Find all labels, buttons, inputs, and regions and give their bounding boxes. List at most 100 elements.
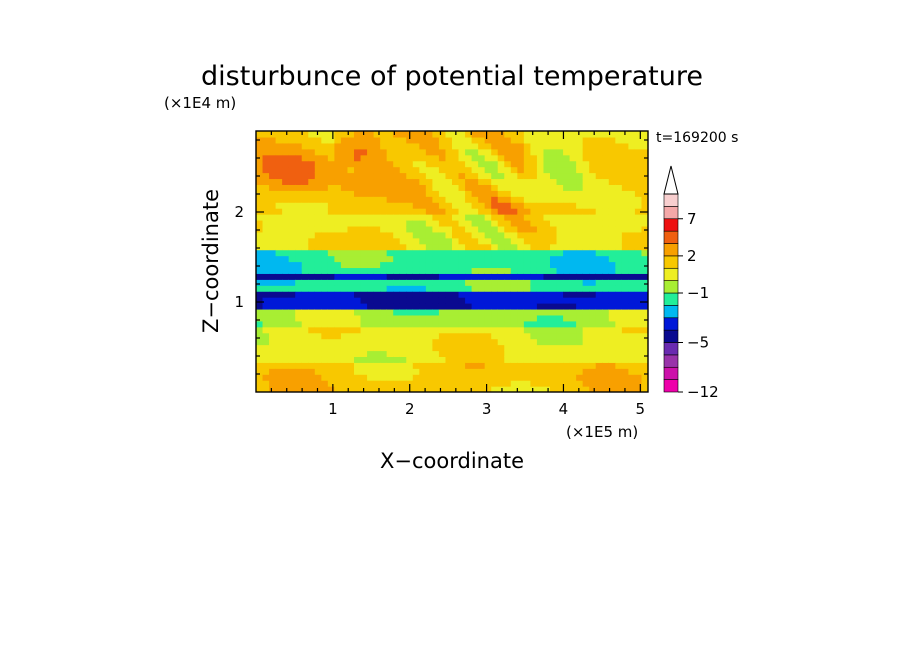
heatmap-cell — [634, 154, 643, 162]
heatmap-cell — [595, 332, 603, 340]
heatmap-cell — [282, 219, 290, 227]
heatmap-cell — [504, 368, 512, 375]
heatmap-cell — [530, 214, 538, 221]
heatmap-cell — [288, 154, 296, 162]
heatmap-cell — [380, 255, 388, 263]
heatmap-cell — [282, 344, 290, 352]
heatmap-cell — [497, 291, 505, 298]
heatmap-cell — [602, 350, 610, 358]
heatmap-cell — [517, 178, 525, 185]
heatmap-cell — [275, 332, 283, 340]
heatmap-cell — [301, 344, 309, 352]
heatmap-cell — [386, 154, 394, 162]
heatmap-cell — [367, 303, 375, 310]
heatmap-cell — [452, 314, 460, 322]
heatmap-cell — [530, 202, 538, 209]
heatmap-cell — [321, 214, 329, 221]
heatmap-cell — [491, 154, 499, 162]
heatmap-cell — [563, 267, 571, 274]
heatmap-cell — [275, 142, 283, 150]
heatmap-cell — [530, 344, 538, 352]
heatmap-cell — [621, 184, 629, 191]
heatmap-cell — [393, 332, 401, 340]
heatmap-cell — [504, 208, 512, 215]
heatmap-cell — [602, 368, 610, 375]
heatmap-cell — [556, 172, 564, 180]
heatmap-cell — [550, 332, 558, 340]
heatmap-cell — [340, 338, 349, 346]
heatmap-cell — [327, 374, 335, 381]
heatmap-cell — [412, 237, 420, 245]
heatmap-cell — [621, 255, 629, 263]
heatmap-cell — [602, 344, 610, 352]
heatmap-cell — [510, 255, 518, 263]
heatmap-cell — [360, 279, 368, 286]
heatmap-cell — [504, 338, 512, 346]
heatmap-cell — [399, 160, 407, 168]
heatmap-cell — [308, 374, 316, 381]
heatmap-cell — [380, 166, 388, 174]
heatmap-cell — [347, 255, 355, 263]
heatmap-cell — [275, 291, 283, 298]
heatmap-cell — [308, 202, 316, 209]
heatmap-cell — [354, 136, 362, 144]
heatmap-cell — [262, 386, 270, 392]
heatmap-cell — [530, 380, 538, 387]
heatmap-cell — [543, 136, 551, 144]
heatmap-cell — [523, 160, 531, 168]
heatmap-cell — [295, 314, 303, 322]
heatmap-cell — [504, 285, 512, 292]
heatmap-cell — [510, 273, 518, 280]
heatmap-cell — [360, 285, 368, 292]
heatmap-cell — [563, 184, 571, 191]
heatmap-cell — [262, 332, 270, 340]
heatmap-cell — [523, 374, 531, 381]
heatmap-cell — [602, 380, 610, 387]
heatmap-cell — [589, 303, 597, 310]
heatmap-cell — [595, 160, 603, 168]
heatmap-cell — [282, 154, 290, 162]
heatmap-cell — [432, 267, 440, 274]
heatmap-cell — [550, 231, 558, 239]
heatmap-cell — [373, 255, 381, 263]
heatmap-cell — [602, 362, 610, 369]
heatmap-cell — [373, 344, 381, 352]
heatmap-cell — [517, 356, 525, 363]
heatmap-cell — [367, 273, 375, 280]
heatmap-cell — [621, 160, 629, 168]
heatmap-cell — [595, 308, 603, 316]
heatmap-cell — [406, 368, 414, 375]
heatmap-cell — [634, 291, 643, 298]
heatmap-cell — [543, 154, 551, 162]
heatmap-cell — [621, 273, 629, 280]
heatmap-cell — [582, 356, 590, 363]
heatmap-cell — [452, 368, 460, 375]
heatmap-cell — [282, 202, 290, 209]
heatmap-cell — [569, 326, 577, 334]
heatmap-cell — [471, 362, 479, 369]
heatmap-cell — [347, 308, 355, 316]
heatmap-cell — [419, 136, 427, 144]
heatmap-cell — [425, 362, 433, 369]
heatmap-cell — [563, 208, 571, 215]
heatmap-cell — [608, 338, 616, 346]
heatmap-cell — [262, 320, 270, 328]
heatmap-cell — [295, 142, 303, 150]
heatmap-cell — [517, 326, 525, 334]
heatmap-cell — [438, 214, 447, 221]
heatmap-cell — [327, 160, 335, 168]
heatmap-cell — [484, 356, 492, 363]
heatmap-cell — [269, 314, 277, 322]
heatmap-cell — [556, 320, 564, 328]
heatmap-cell — [478, 131, 486, 138]
heatmap-cell — [419, 368, 427, 375]
heatmap-cell — [295, 190, 303, 197]
heatmap-cell — [641, 356, 648, 363]
heatmap-cell — [478, 184, 486, 191]
heatmap-cell — [445, 356, 453, 363]
heatmap-cell — [628, 338, 636, 346]
heatmap-cell — [556, 178, 564, 185]
heatmap-cell — [569, 368, 577, 375]
heatmap-cell — [523, 291, 531, 298]
heatmap-cell — [406, 214, 414, 221]
